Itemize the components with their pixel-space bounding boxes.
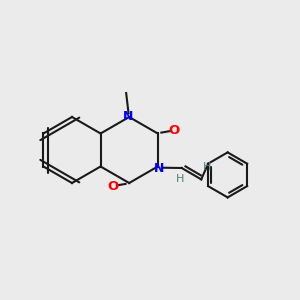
Text: H: H: [203, 162, 212, 172]
Text: O: O: [169, 124, 180, 137]
Text: N: N: [123, 110, 134, 123]
Text: H: H: [176, 174, 184, 184]
Text: N: N: [153, 161, 164, 175]
Text: O: O: [107, 179, 118, 193]
